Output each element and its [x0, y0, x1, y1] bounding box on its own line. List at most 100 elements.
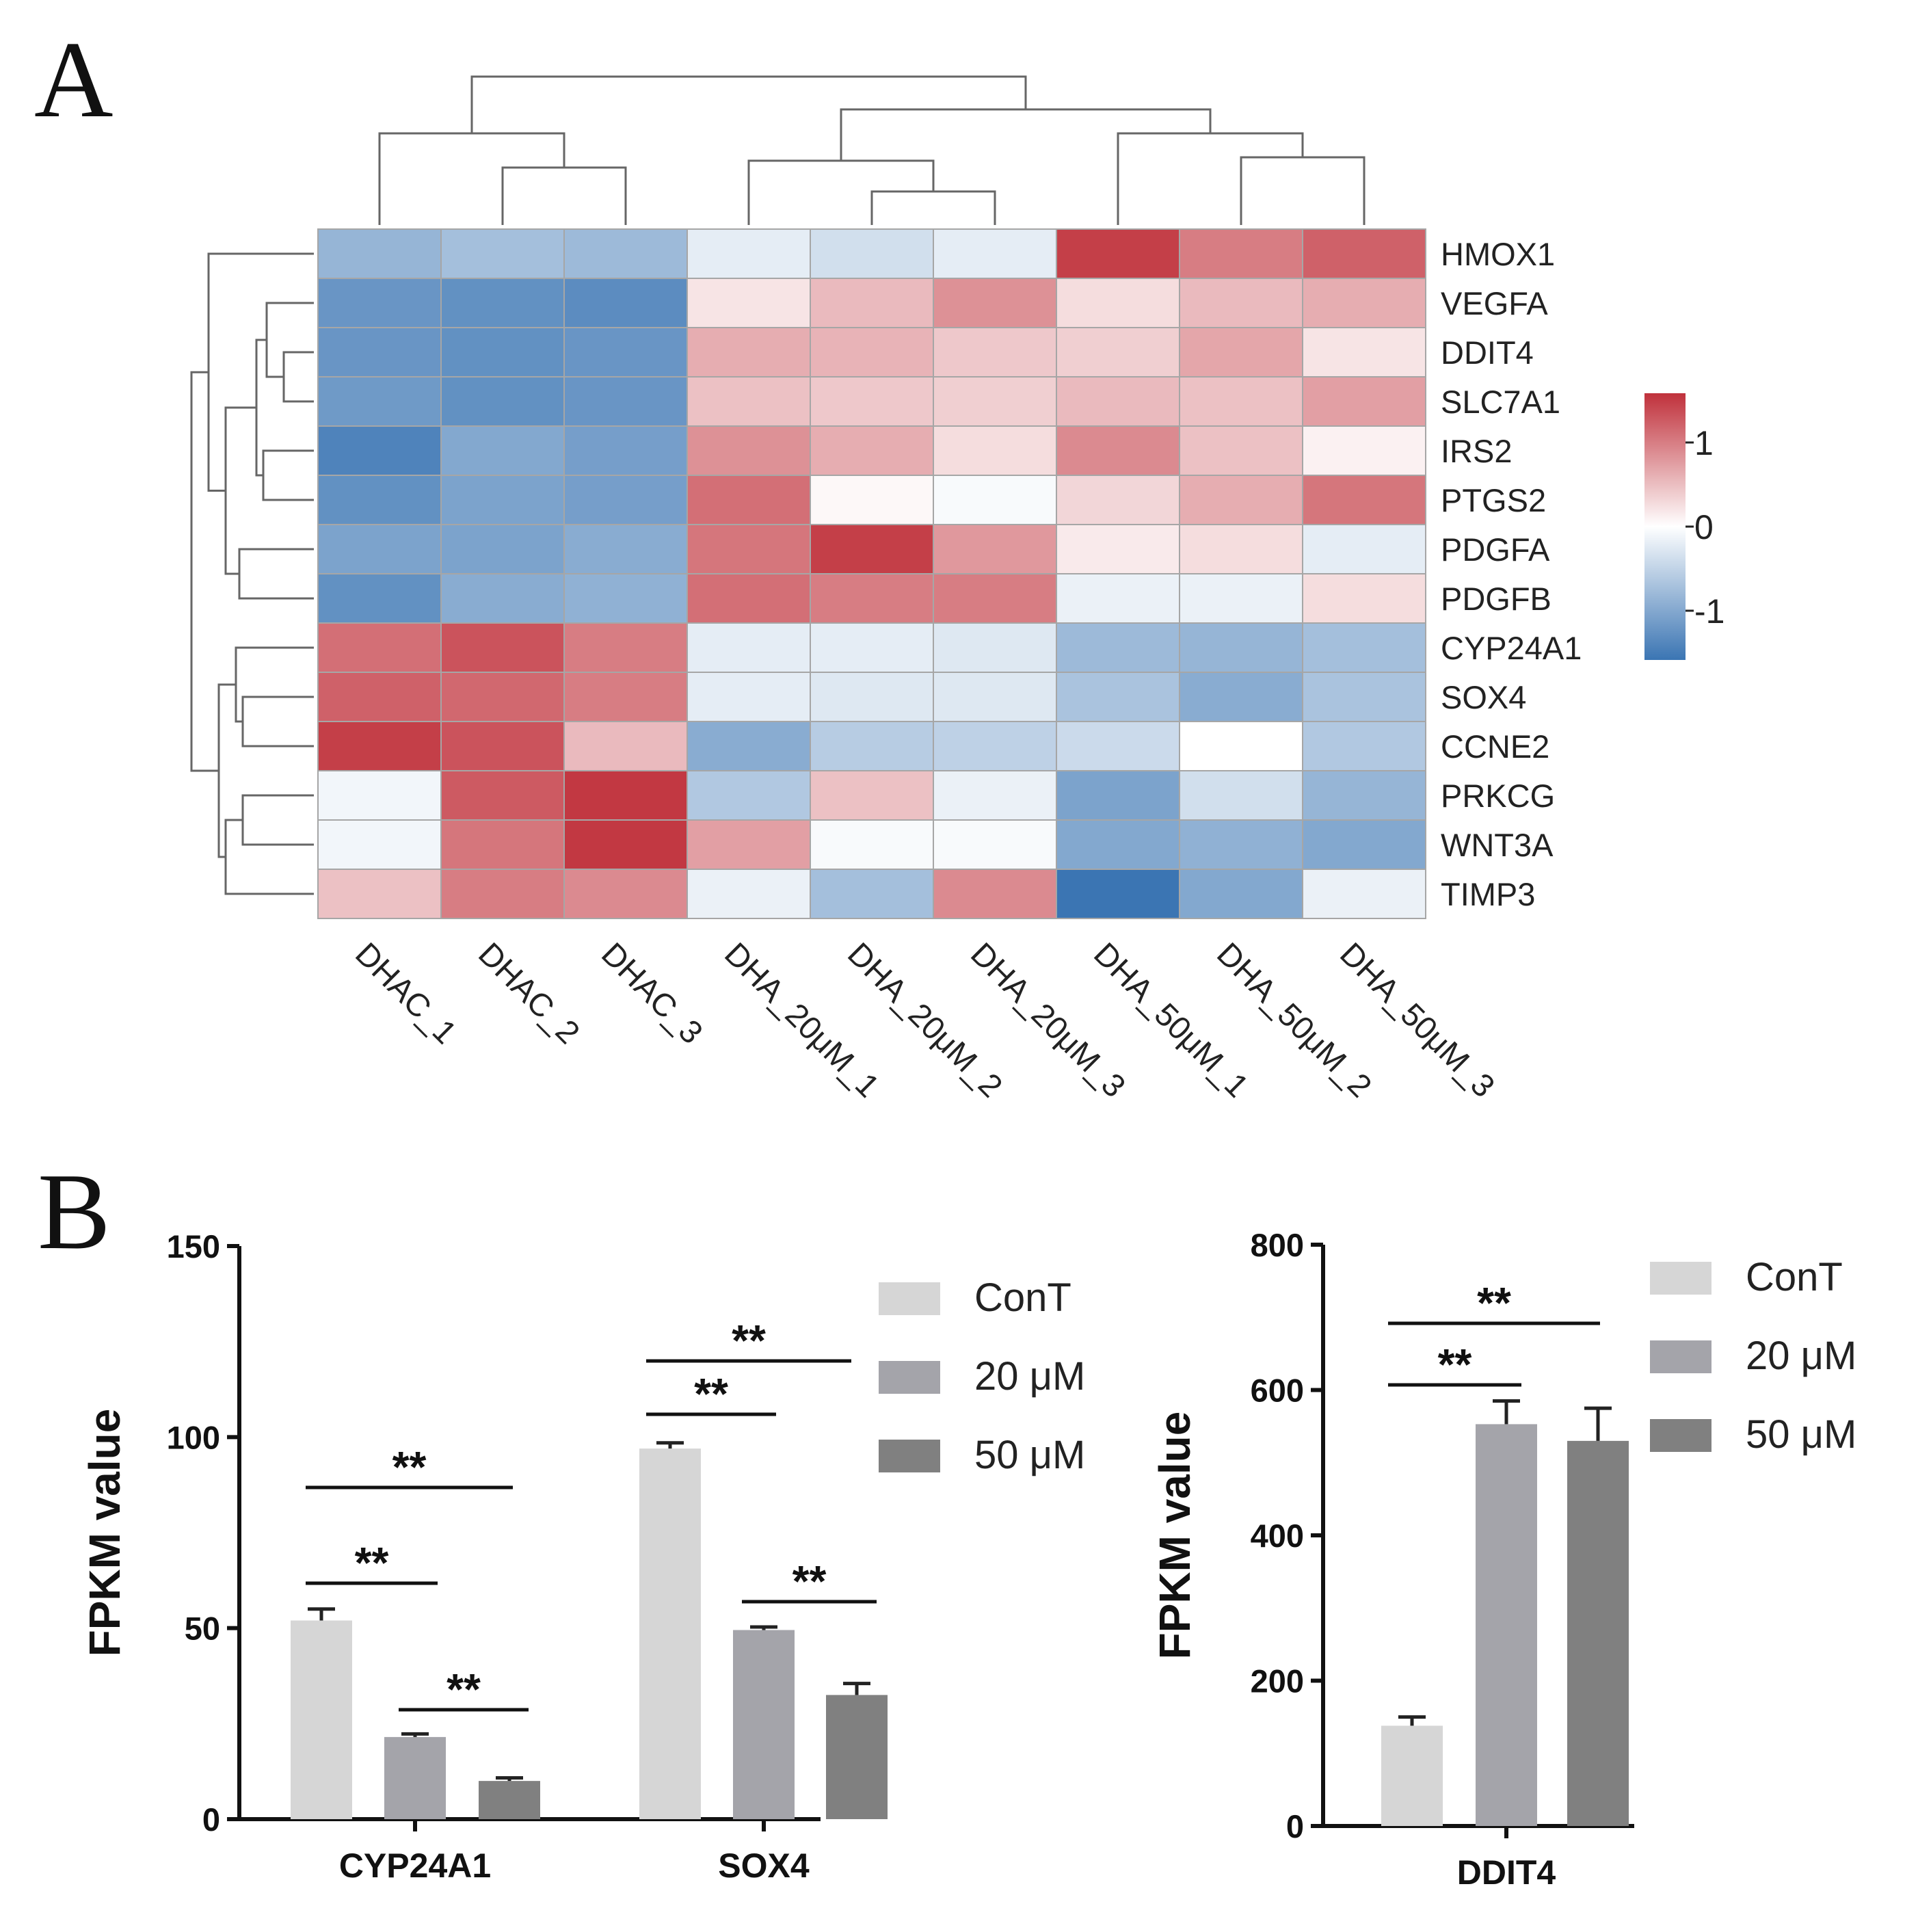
heatmap-cell [810, 524, 934, 574]
heatmap-cell [1056, 819, 1180, 870]
heatmap-cell [1056, 524, 1180, 574]
heatmap-cell [687, 869, 811, 919]
heatmap-cell [440, 278, 565, 328]
colorbar-tick-label: -1 [1694, 592, 1724, 631]
panel-b-label: B [38, 1150, 111, 1272]
heatmap-cell [1302, 672, 1426, 722]
heatmap-cell [810, 228, 934, 279]
heatmap-cell [1056, 425, 1180, 476]
heatmap-cell [1179, 228, 1303, 279]
heatmap-cell [687, 770, 811, 821]
dendrogram-branch [224, 819, 314, 895]
heatmap-cell [1302, 869, 1426, 919]
heatmap-cell [1302, 327, 1426, 378]
heatmap-cell [1056, 475, 1180, 525]
heatmap-cell [1302, 475, 1426, 525]
heatmap-cell [440, 475, 565, 525]
heatmap-cell [1179, 770, 1303, 821]
bar-chart-ddit4: 0 200 400 600 800 FPKM value DDIT4 **** ConT 20 μ… [1150, 1227, 1856, 1892]
heatmap-cell [317, 869, 442, 919]
heatmap-cell [317, 524, 442, 574]
bar [1567, 1440, 1629, 1826]
heatmap-cell [933, 425, 1057, 476]
heatmap-cell [317, 425, 442, 476]
y-tick-label: 50 [185, 1611, 220, 1647]
dendrogram-branch [378, 132, 565, 225]
heatmap: HMOX1 VEGFA DDIT4 SLC7A1 IRS2 PTGS2 PDGFA PDGFB… [190, 75, 1724, 1104]
sample-label: DHAC_3 [595, 936, 710, 1051]
heatmap-cell [563, 770, 688, 821]
heatmap-cell [687, 475, 811, 525]
colorbar-gradient [1644, 393, 1686, 660]
heatmap-cell [1302, 425, 1426, 476]
dendrogram-branch [262, 449, 314, 501]
legend-swatch [1650, 1419, 1711, 1452]
heatmap-cell [440, 524, 565, 574]
gene-label: SOX4 [1441, 679, 1526, 715]
heatmap-cell [1179, 622, 1303, 673]
heatmap-cell [1302, 721, 1426, 771]
heatmap-cell [1056, 278, 1180, 328]
heatmap-cell [563, 327, 688, 378]
bar [291, 1620, 352, 1819]
heatmap-cell [317, 721, 442, 771]
heatmap-cell [810, 819, 934, 870]
heatmap-cell [933, 721, 1057, 771]
heatmap-cell [810, 770, 934, 821]
legend-label: 50 μM [974, 1433, 1085, 1477]
heatmap-cell [317, 622, 442, 673]
heatmap-cell [563, 672, 688, 722]
dendrogram-branch [238, 548, 314, 600]
dendrogram-branch [241, 794, 314, 846]
gene-label: PDGFB [1441, 581, 1551, 617]
legend-swatch [879, 1361, 940, 1394]
bar [826, 1695, 888, 1819]
heatmap-cell [440, 622, 565, 673]
heatmap-cell [1302, 819, 1426, 870]
heatmap-cell [1179, 524, 1303, 574]
heatmap-cell [1179, 327, 1303, 378]
gene-label: CYP24A1 [1441, 630, 1582, 666]
heatmap-cell [687, 721, 811, 771]
panel-a-label: A [34, 18, 114, 140]
y-tick-label: 0 [202, 1801, 220, 1838]
heatmap-cell [1056, 228, 1180, 279]
legend-swatch [879, 1282, 940, 1315]
heatmap-cell [563, 425, 688, 476]
heatmap-cell [933, 672, 1057, 722]
y-tick-label: 600 [1251, 1373, 1304, 1409]
heatmap-cell [1179, 278, 1303, 328]
heatmap-cell [1302, 228, 1426, 279]
x-category-label: DDIT4 [1457, 1853, 1556, 1892]
gene-label: IRS2 [1441, 433, 1513, 469]
dendrogram-branch [190, 371, 219, 772]
sample-label: DHAC_2 [472, 936, 587, 1051]
dendrogram-branch [747, 159, 935, 225]
gene-label: SLC7A1 [1441, 384, 1560, 420]
heatmap-cell [1056, 327, 1180, 378]
heatmap-cell [933, 573, 1057, 624]
dendrogram-branch [1117, 132, 1304, 225]
heatmap-cell [1302, 524, 1426, 574]
significance-label: ** [694, 1369, 728, 1418]
heatmap-cell [933, 228, 1057, 279]
gene-label: HMOX1 [1441, 236, 1555, 272]
heatmap-cell [1179, 672, 1303, 722]
heatmap-cell [1056, 573, 1180, 624]
heatmap-cell [1056, 770, 1180, 821]
heatmap-cell [563, 376, 688, 427]
heatmap-cell [1302, 770, 1426, 821]
heatmap-cell [563, 524, 688, 574]
heatmap-cell [1302, 622, 1426, 673]
legend-label: 20 μM [1746, 1334, 1856, 1378]
dendrogram-branch [235, 646, 314, 723]
significance-label: ** [732, 1316, 766, 1365]
column-dendrogram [378, 75, 1366, 225]
colorbar-tick-label: 0 [1694, 508, 1714, 546]
heatmap-cell [317, 228, 442, 279]
bar [733, 1630, 795, 1819]
heatmap-cell [440, 327, 565, 378]
dendrogram-branch [217, 683, 236, 858]
heatmap-cell [810, 425, 934, 476]
